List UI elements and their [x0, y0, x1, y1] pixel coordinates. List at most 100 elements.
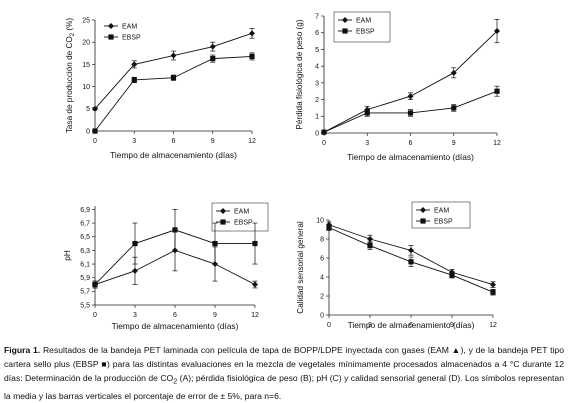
data-point-ebsp [92, 281, 98, 288]
x-tick-label: 6 [173, 312, 177, 319]
legend: EAM EBSP [211, 202, 269, 232]
y-tick-label: 4 [320, 274, 324, 281]
series-line-eam [323, 30, 498, 133]
legend-label: EBSP [122, 35, 141, 42]
y-axis-label: Pérdida fisiológica de peso (g) [295, 19, 304, 129]
data-point-eam [131, 61, 138, 68]
y-tick-label: 5,7 [80, 289, 90, 296]
legend-label: EAM [434, 208, 449, 215]
y-tick-label: 20 [82, 40, 90, 47]
y-tick-label: 0 [86, 128, 90, 135]
y-tick-label: 6,1 [80, 261, 90, 268]
data-point-eam [367, 236, 373, 242]
legend-marker [342, 17, 348, 23]
y-axis-label: Calidad sensorial general [296, 221, 305, 314]
x-tick-label: 3 [133, 312, 137, 319]
series-ebsp [92, 52, 255, 134]
x-tick-label: 12 [489, 322, 497, 329]
series-ebsp [92, 209, 258, 289]
y-tick-label: 3 [315, 80, 319, 87]
y-tick-label: 25 [82, 17, 90, 24]
x-tick-label: 9 [213, 312, 217, 319]
y-tick-label: 0 [315, 130, 319, 137]
y-tick-label: 2 [320, 293, 324, 300]
y-tick-label: 7 [315, 13, 319, 20]
y-axis-label: Tasa de producción de CO2 (%) [65, 18, 76, 134]
data-point-ebsp [451, 105, 457, 111]
x-tick-label: 12 [251, 312, 259, 319]
data-point-eam [132, 267, 138, 274]
figure-caption: Figura 1. Resultados de la bandeja PET l… [4, 343, 564, 403]
data-point-ebsp [367, 243, 373, 249]
data-point-ebsp [490, 289, 496, 295]
legend-box [411, 201, 471, 229]
data-point-eam [209, 43, 216, 50]
y-tick-label: 5,9 [80, 275, 90, 282]
data-point-eam [408, 247, 414, 254]
data-point-ebsp [326, 225, 332, 231]
legend-marker [420, 218, 426, 224]
data-point-ebsp [210, 56, 216, 62]
series-line-eam [94, 32, 253, 110]
data-point-ebsp [92, 128, 98, 134]
series-ebsp [326, 224, 496, 296]
legend-marker [420, 207, 426, 213]
y-axis-label: pH [63, 250, 72, 261]
x-tick-label: 12 [248, 138, 256, 145]
y-tick-label: 10 [82, 84, 90, 91]
y-tick-label: 6,3 [80, 248, 90, 255]
legend-marker [108, 34, 114, 40]
chart-panel-c: 5,5 5,7 5,9 6,1 6,3 6,5 6,7 6,9 0 3 6 9 12 Tiempo de … [63, 202, 269, 331]
legend: EAM EBSP [104, 23, 141, 42]
y-tick-label: 6 [320, 255, 324, 262]
x-axis-label: Tiempo de almacenamiento (días) [112, 321, 239, 331]
data-point-eam [494, 28, 500, 35]
series-eam [321, 18, 500, 136]
x-tick-label: 0 [93, 312, 97, 319]
x-tick-label: 12 [493, 140, 501, 147]
y-tick-label: 6,5 [80, 234, 90, 241]
x-tick-label: 0 [93, 138, 97, 145]
legend-label: EBSP [234, 220, 253, 227]
x-axis-label: Tiempo de almacenamiento (días) [110, 150, 237, 160]
data-point-ebsp [212, 240, 218, 247]
data-point-ebsp [172, 227, 178, 233]
caption-subscript: 2 [173, 377, 178, 386]
x-tick-label: 3 [365, 140, 369, 147]
data-point-ebsp [249, 53, 255, 60]
x-tick-label: 3 [132, 138, 136, 145]
data-point-ebsp [494, 88, 500, 94]
chart-panel-a: 0 5 10 15 20 25 0 3 6 9 12 Tiempo de almacenamiento… [65, 17, 256, 160]
legend-label: EBSP [434, 219, 453, 226]
x-tick-label: 9 [450, 322, 454, 329]
y-tick-label: 6,9 [80, 207, 90, 214]
legend-box [211, 202, 269, 232]
legend: EAM EBSP [333, 11, 391, 43]
legend-box [333, 11, 391, 43]
legend-label: EBSP [356, 29, 375, 36]
x-tick-label: 6 [172, 138, 176, 145]
data-point-ebsp [408, 259, 414, 265]
y-tick-label: 8 [320, 236, 324, 243]
data-point-ebsp [407, 110, 414, 116]
data-point-ebsp [364, 110, 370, 116]
legend-label: EAM [356, 18, 371, 25]
data-point-eam [249, 30, 255, 37]
legend-marker [108, 23, 114, 29]
series-eam [326, 221, 496, 288]
data-point-eam [170, 52, 177, 59]
caption-text-2: (A); pérdida fisiológica de peso (B); pH… [4, 373, 564, 401]
y-tick-label: 1 [315, 114, 319, 121]
x-tick-label: 9 [211, 138, 215, 145]
x-tick-label: 6 [409, 322, 413, 329]
y-tick-label: 5 [86, 106, 90, 113]
y-tick-label: 6 [315, 30, 319, 37]
y-tick-label: 0 [320, 312, 324, 319]
y-tick-label: 15 [82, 62, 90, 69]
y-tick-label: 2 [315, 97, 319, 104]
legend-marker [220, 219, 226, 225]
data-point-ebsp [132, 240, 138, 247]
series-ebsp [321, 85, 500, 135]
